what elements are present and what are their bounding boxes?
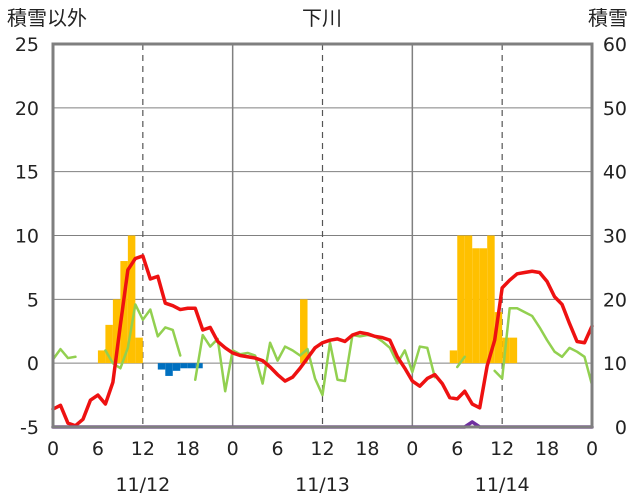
right-tick-label: 60	[603, 34, 627, 56]
bar-orange	[449, 350, 458, 364]
green-line	[51, 347, 77, 361]
bar-blue	[157, 363, 166, 370]
right-tick-label: 0	[615, 417, 627, 439]
left-tick-label: 15	[15, 162, 39, 184]
right-tick-label: 40	[603, 162, 627, 184]
bar-orange	[112, 299, 121, 364]
x-tick-label: 6	[92, 438, 104, 460]
bar-orange	[457, 235, 465, 364]
x-tick-label: 18	[176, 438, 200, 460]
right-axis-ticks: 60 50 40 30 20 10 0	[603, 34, 627, 439]
x-tick-label: 0	[406, 438, 418, 460]
bar-orange	[300, 299, 308, 364]
date-label: 11/14	[475, 474, 530, 496]
left-tick-label: 25	[15, 34, 39, 56]
x-tick-label: 0	[586, 438, 598, 460]
green-line	[193, 333, 437, 397]
bar-orange	[97, 350, 106, 364]
green-line	[493, 307, 594, 387]
date-label: 11/12	[115, 474, 170, 496]
plot-frame	[51, 42, 594, 429]
x-tick-label: 6	[451, 438, 463, 460]
x-tick-label: 18	[355, 438, 379, 460]
chart-title: 下川	[302, 6, 342, 30]
x-tick-label: 12	[131, 438, 155, 460]
left-tick-label: 20	[15, 98, 39, 120]
bar-orange	[479, 248, 488, 364]
x-tick-label: 0	[227, 438, 239, 460]
right-tick-label: 10	[603, 353, 627, 375]
date-labels: 11/12 11/13 11/14	[115, 474, 529, 496]
bar-blue	[165, 363, 173, 376]
bar-blue	[195, 363, 203, 369]
left-tick-label: 10	[15, 226, 39, 248]
bar-orange	[127, 235, 136, 364]
bar-blue	[172, 363, 181, 371]
bar-blue	[187, 363, 196, 369]
bar-orange	[487, 235, 495, 364]
date-label: 11/13	[295, 474, 350, 496]
x-tick-label: 12	[310, 438, 334, 460]
x-tick-label: 12	[490, 438, 514, 460]
left-tick-label: 0	[27, 353, 39, 375]
left-axis-ticks: 25 20 15 10 5 0 -5	[15, 34, 39, 439]
green-line	[456, 355, 466, 369]
x-tick-label: 6	[272, 438, 284, 460]
green-line	[104, 303, 182, 370]
x-tick-label: 0	[47, 438, 59, 460]
bar-orange	[120, 261, 128, 364]
x-axis-ticks: 0 6 12 18 0 6 12 18 0 6 12 18 0	[47, 438, 598, 460]
bar-blue	[180, 363, 188, 369]
left-axis-label: 積雪以外	[7, 6, 87, 30]
x-tick-label: 18	[535, 438, 559, 460]
right-tick-label: 20	[603, 289, 627, 311]
bar-orange	[464, 235, 473, 364]
right-tick-label: 50	[603, 98, 627, 120]
left-tick-label: -5	[20, 417, 39, 439]
bar-orange	[494, 312, 503, 364]
bar-orange	[105, 324, 113, 364]
right-axis-label: 積雪	[588, 6, 628, 30]
bar-orange	[509, 337, 518, 364]
left-tick-label: 5	[27, 289, 39, 311]
bar-orange	[135, 337, 143, 364]
bar-orange	[472, 248, 480, 364]
right-tick-label: 30	[603, 226, 627, 248]
red-line	[51, 254, 594, 428]
bar-series	[97, 235, 518, 376]
